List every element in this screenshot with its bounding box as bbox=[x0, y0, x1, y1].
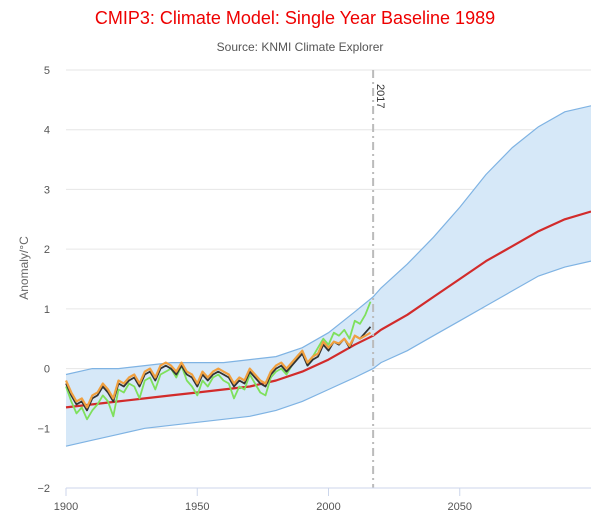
chart-subtitle: Source: KNMI Climate Explorer bbox=[217, 40, 384, 54]
x-tick-label: 1900 bbox=[54, 501, 78, 513]
x-tick-label: 2050 bbox=[448, 501, 472, 513]
y-tick-label: 4 bbox=[44, 125, 50, 137]
model-range-band bbox=[65, 105, 591, 447]
y-tick-label: 3 bbox=[44, 184, 50, 196]
y-tick-label: 2 bbox=[44, 244, 50, 256]
y-tick-label: −2 bbox=[37, 483, 50, 495]
marker-label-2017: 2017 bbox=[374, 84, 386, 108]
series-line-green bbox=[65, 301, 372, 421]
x-tick-label: 2000 bbox=[316, 501, 340, 513]
x-tick-label: 1950 bbox=[185, 501, 209, 513]
year-marker: 2017 bbox=[372, 70, 386, 488]
y-tick-label: 1 bbox=[44, 304, 50, 316]
series-line-model-mean bbox=[65, 210, 591, 409]
y-tick-label: 5 bbox=[44, 65, 50, 77]
series-line-orange bbox=[64, 331, 372, 409]
y-axis-title: Anomaly/°C bbox=[17, 236, 31, 300]
chart-title: CMIP3: Climate Model: Single Year Baseli… bbox=[95, 8, 495, 28]
y-tick-label: −1 bbox=[37, 423, 50, 435]
axes: −2 −1 0 1 2 3 4 5 1900 1950 2000 2050 bbox=[37, 65, 591, 513]
series-lines bbox=[64, 210, 591, 421]
band-fill bbox=[66, 105, 591, 447]
band-lower-line bbox=[65, 260, 591, 447]
band-upper-line bbox=[65, 105, 591, 376]
y-tick-label: 0 bbox=[44, 364, 50, 376]
